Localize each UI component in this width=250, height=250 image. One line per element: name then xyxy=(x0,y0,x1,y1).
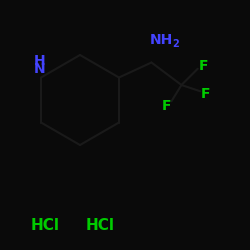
Text: HCl: HCl xyxy=(30,218,60,232)
Text: H: H xyxy=(34,54,46,68)
Text: F: F xyxy=(162,99,172,113)
Text: N: N xyxy=(34,62,46,76)
Text: NH: NH xyxy=(150,33,173,47)
Text: 2: 2 xyxy=(172,39,178,49)
Text: F: F xyxy=(201,87,210,101)
Text: HCl: HCl xyxy=(86,218,114,232)
Text: F: F xyxy=(198,59,208,73)
